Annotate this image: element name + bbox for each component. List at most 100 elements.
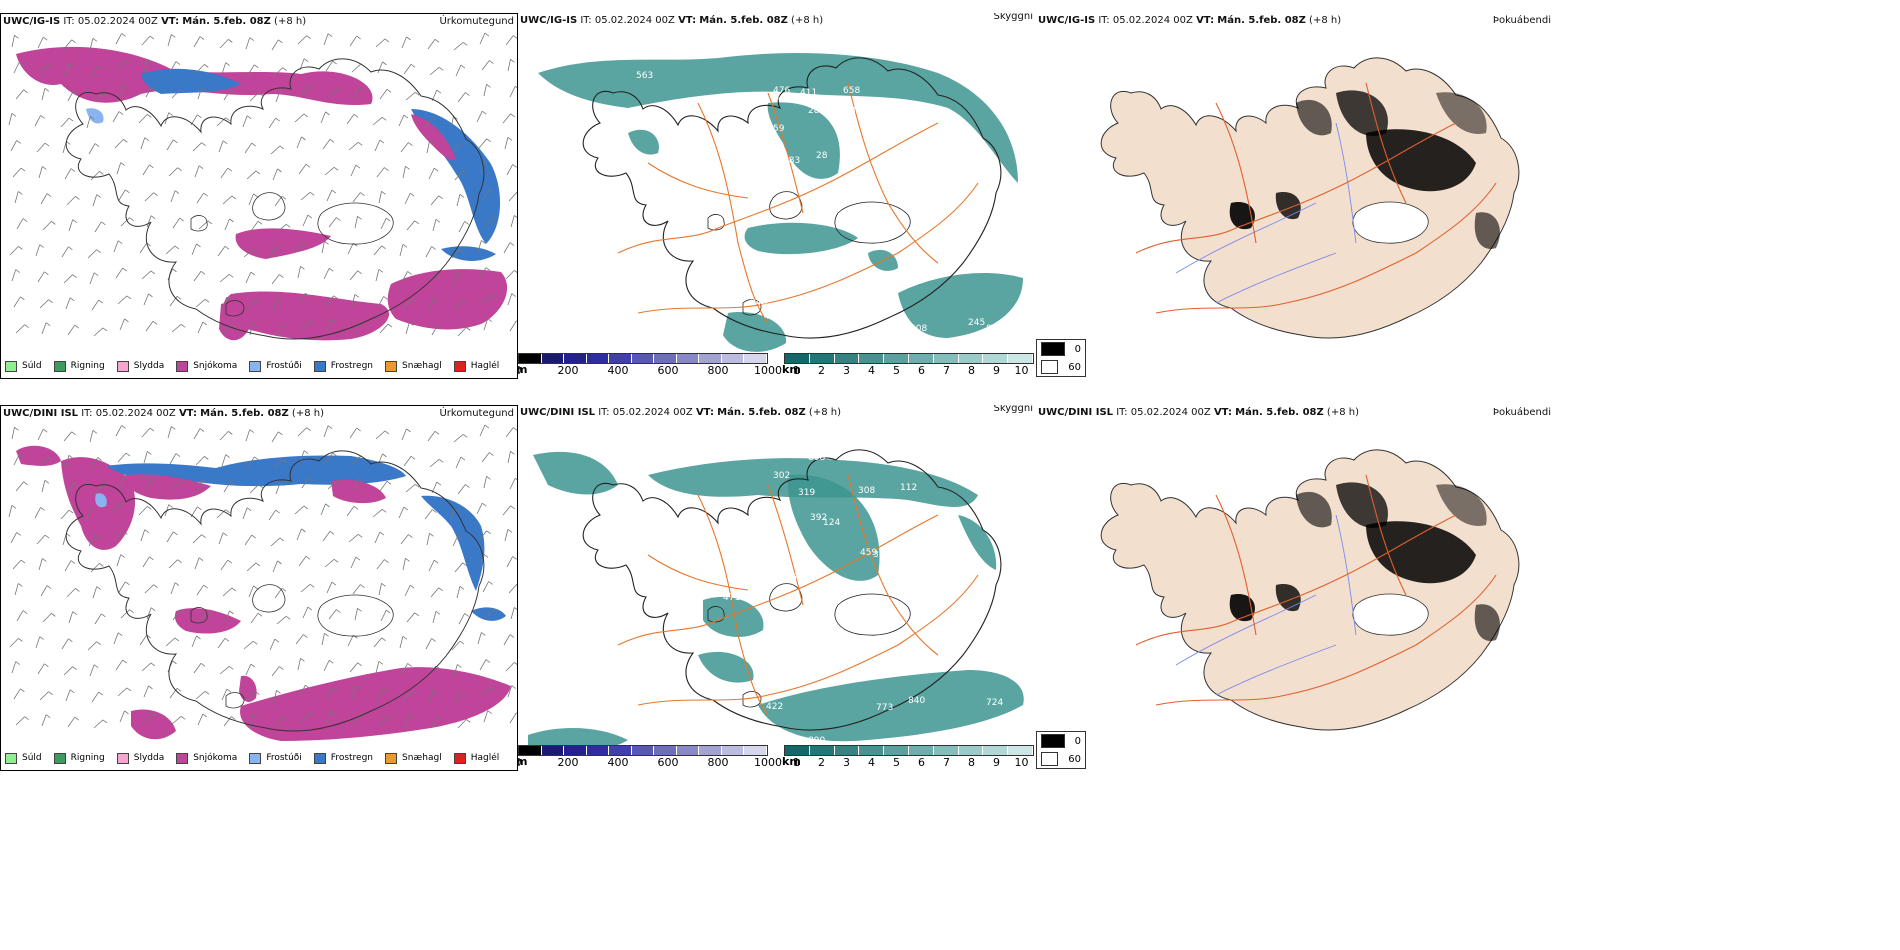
colorbar-tick: 6	[918, 756, 925, 769]
colorbar-tick: 200	[557, 756, 579, 769]
cloud-base-label: 308	[858, 486, 875, 496]
cloud-base-label: 334	[933, 128, 950, 138]
cloud-base-label: 392	[810, 513, 827, 523]
cloud-base-label: 476	[773, 86, 790, 96]
cloud-base-label: 339	[818, 96, 835, 106]
legend-label: Snjókoma	[193, 361, 238, 371]
cloud-base-label: 124	[823, 518, 840, 528]
legend-item: Snjókoma	[176, 752, 237, 764]
low-visibility-area	[758, 670, 1024, 742]
colorbar-cell	[983, 746, 1009, 755]
glacier-outline	[252, 192, 286, 221]
colorbar-tick: 9	[993, 364, 1000, 377]
land-area	[1100, 449, 1520, 731]
snow-area	[131, 709, 176, 740]
colorbar-tick: 5	[893, 364, 900, 377]
fog-legend: 0 60	[1036, 339, 1086, 377]
colorbar-cell	[699, 746, 722, 755]
legend-item: Súld	[5, 752, 42, 764]
colorbar-cell	[859, 746, 885, 755]
colorbar-cell	[958, 354, 984, 363]
cloud-base-label: 48	[778, 94, 790, 104]
model-name: UWC/IG-IS	[3, 16, 61, 27]
glacier-outline	[769, 583, 803, 612]
panel-title: Þokuábendi	[1492, 15, 1551, 26]
precip-legend: Súld Rigning Slydda Snjókoma Frostúði Frostre…	[5, 358, 511, 374]
fog-area	[1229, 594, 1255, 622]
fog-legend-label: 0	[1074, 735, 1081, 747]
legend-swatch	[313, 360, 326, 372]
colorbar-unit: m	[518, 755, 528, 768]
colorbar-tick: 600	[657, 756, 679, 769]
legend-swatch	[53, 360, 66, 372]
coastline	[65, 450, 485, 732]
legend-item: Slydda	[116, 360, 164, 372]
cloud-base-label: 319	[798, 488, 815, 498]
model-name: UWC/IG-IS	[1038, 15, 1096, 26]
freezing-rain-area	[141, 68, 241, 94]
colorbar-ticks: 0 200 400 600 800 1000	[518, 756, 782, 770]
fog-legend-row: 60	[1037, 750, 1085, 768]
colorbar-tick: 1	[793, 756, 800, 769]
panel-title: Úrkomutegund	[439, 408, 514, 419]
colorbar-tick: 0	[518, 364, 522, 377]
colorbar-cell	[586, 746, 610, 755]
fog-legend-row: 0	[1037, 732, 1085, 750]
panel-header: UWC/IG-IS IT: 05.02.2024 00Z VT: Mán. 5.…	[518, 13, 1036, 29]
cloud-panel-row1: UWC/IG-IS IT: 05.02.2024 00Z VT: Mán. 5.…	[518, 13, 1036, 379]
glacier-outline	[1352, 201, 1429, 244]
fog-area	[1436, 92, 1487, 134]
colorbar-tick: 9	[993, 756, 1000, 769]
legend-item: Rigning	[53, 752, 105, 764]
vt-value: Mán. 5.feb. 08Z	[182, 16, 271, 27]
glacier-outline	[834, 201, 911, 244]
snow-area	[239, 675, 257, 702]
colorbar-cells	[784, 745, 1034, 756]
fog-legend-label: 60	[1068, 361, 1081, 373]
visibility-colorbar: 1 2 3 4 5 6 7 8 9 10 km	[782, 745, 1034, 771]
visibility-colorbar: 1 2 3 4 5 6 7 8 9 10 km	[782, 353, 1034, 379]
legend-item: Haglél	[453, 360, 499, 372]
legend-label: Snæhagl	[402, 753, 442, 763]
fog-legend-swatch	[1041, 342, 1065, 356]
it-value: 05.02.2024 00Z	[95, 408, 176, 419]
cloud-base-label: 471	[723, 593, 740, 603]
cloud-base-label: 645	[876, 118, 893, 128]
colorbar-cell	[564, 354, 587, 363]
fog-area	[1296, 99, 1332, 136]
model-name: UWC/IG-IS	[520, 15, 578, 26]
colorbar-unit: m	[518, 363, 528, 376]
precip-map	[8, 424, 517, 741]
colorbar-cell	[699, 354, 722, 363]
colorbar-tick: 800	[707, 364, 729, 377]
fog-map	[1100, 57, 1520, 339]
glacier-outline	[1352, 593, 1429, 636]
fog-area	[1436, 484, 1487, 526]
fog-panel-row2: UWC/DINI ISL IT: 05.02.2024 00Z VT: Mán.…	[1036, 405, 1554, 771]
colorbar-cell	[958, 746, 984, 755]
legend-item: Súld	[5, 360, 42, 372]
fog-area	[1275, 192, 1301, 220]
legend-item: Frostregn	[313, 752, 373, 764]
cloud-base-label: 658	[843, 86, 860, 96]
colorbar-cell	[933, 746, 959, 755]
legend-swatch	[313, 752, 326, 764]
legend-swatch	[176, 752, 189, 764]
it-label: IT:	[1098, 15, 1110, 26]
panel-header: UWC/DINI ISL IT: 05.02.2024 00Z VT: Mán.…	[1036, 405, 1554, 421]
colorbar-cell	[541, 746, 565, 755]
colorbar-cell	[654, 746, 677, 755]
colorbar-cell	[541, 354, 565, 363]
colorbar-tick: 400	[607, 756, 629, 769]
colorbar-tick: 800	[707, 756, 729, 769]
colorbar-cell	[785, 354, 810, 363]
colorbar-tick: 4	[868, 756, 875, 769]
legend-item: Snjókoma	[176, 360, 238, 372]
cloud-base-label: 808	[808, 453, 825, 463]
cloud-base-label: 4022	[764, 312, 787, 322]
freezing-rain-area	[441, 246, 496, 261]
legend-swatch	[249, 360, 262, 372]
colorbar-cell	[564, 746, 587, 755]
glacier-outline	[742, 299, 762, 316]
